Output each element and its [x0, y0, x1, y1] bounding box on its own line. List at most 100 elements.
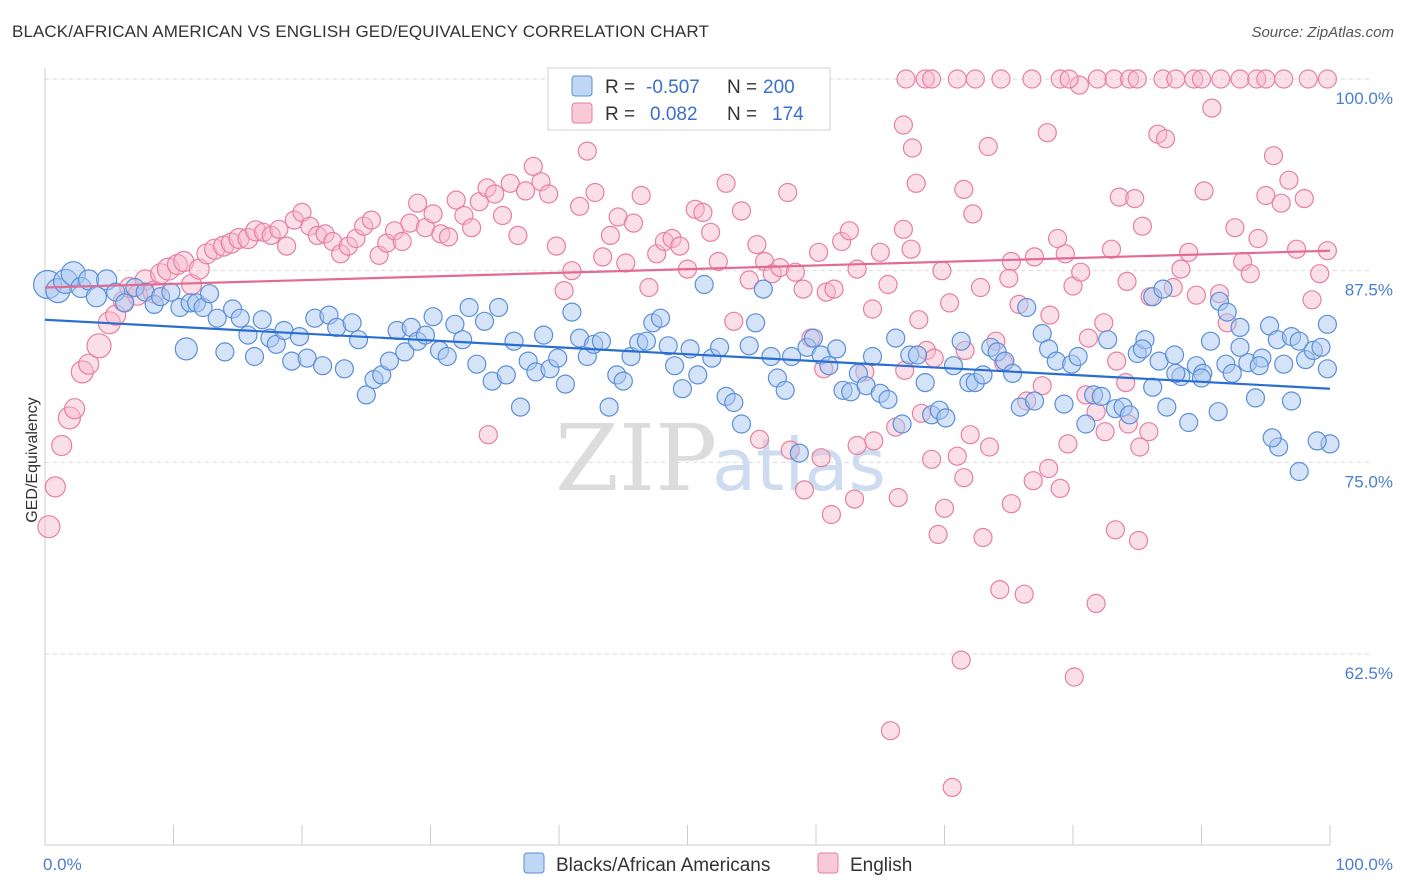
x-tick-label-0: 0.0% [43, 855, 82, 874]
pink-point [947, 446, 967, 466]
pink-point [824, 279, 844, 299]
pink-point [1298, 69, 1318, 89]
pink-point [864, 431, 884, 451]
blue-point [348, 330, 369, 350]
series-swatch-english [817, 852, 839, 874]
blue-point [459, 297, 479, 318]
pink-point [1032, 376, 1052, 396]
series-swatch-blacks [523, 852, 545, 874]
pink-point [670, 236, 690, 256]
blue-point [724, 392, 744, 413]
pink-point [821, 504, 842, 525]
pink-point [965, 69, 985, 89]
pink-point [839, 221, 860, 241]
blue-point [1166, 363, 1186, 383]
pink-point [173, 250, 195, 273]
blue-point [562, 302, 582, 322]
pink-point [492, 205, 513, 226]
blue-point [496, 365, 516, 385]
pink-point [245, 220, 267, 242]
series-label-english: English [850, 855, 912, 876]
pink-point [893, 115, 914, 135]
pink-point [1317, 69, 1338, 89]
blue-point [1024, 391, 1045, 411]
pink-point [508, 225, 528, 245]
pink-point [1286, 239, 1307, 259]
pink-point [731, 201, 752, 221]
pink-point [478, 425, 498, 445]
grid-lines [45, 78, 1370, 655]
pink-point [939, 293, 960, 313]
blue-point [739, 336, 759, 356]
pink-point [870, 242, 890, 262]
pink-point [1024, 247, 1045, 267]
blue-point [504, 331, 524, 351]
blue-point [943, 356, 964, 376]
pink-point [906, 173, 926, 193]
black-african-american-points [32, 261, 1340, 482]
blue-point [973, 365, 993, 385]
blue-point [650, 308, 671, 328]
blue-point [1289, 331, 1309, 351]
pink-point [999, 268, 1019, 288]
blue-point [1132, 339, 1153, 359]
blue-point [395, 342, 415, 362]
pink-point [431, 224, 451, 244]
pink-point [500, 173, 520, 193]
legend-r-value-1: -0.507 [646, 77, 700, 98]
x-tick-label-100: 100.0% [1335, 855, 1393, 874]
pink-point [724, 311, 744, 331]
pink-point [631, 185, 651, 206]
pink-point [1022, 69, 1042, 89]
blue-point [423, 307, 443, 327]
blue-point [230, 308, 250, 328]
pink-point [794, 480, 815, 500]
pink-point [990, 579, 1010, 600]
pink-point [747, 235, 767, 255]
blue-point [694, 274, 714, 295]
pink-point [954, 179, 974, 199]
blue-point [819, 356, 839, 376]
pink-point [954, 468, 974, 488]
blue-point [1046, 351, 1066, 371]
blue-point [548, 348, 568, 368]
pink-point [1038, 458, 1059, 479]
pink-point [408, 193, 428, 213]
pink-point [762, 264, 782, 284]
legend-n-label-1: N = [727, 77, 757, 98]
x-axis-ticks [44, 825, 1331, 845]
blue-point [1245, 388, 1266, 408]
pink-point [1127, 69, 1147, 89]
blue-point [591, 331, 612, 351]
blue-point [1307, 431, 1327, 451]
pink-point [1128, 530, 1149, 551]
pink-point [785, 262, 806, 282]
blue-point [1311, 337, 1331, 357]
pink-point [1256, 69, 1276, 89]
pink-point [523, 156, 543, 176]
watermark-zip: ZIP [555, 405, 717, 512]
pink-point [1256, 185, 1276, 206]
pink-point [739, 270, 759, 290]
black-african-american-trendline [44, 318, 1331, 390]
pink-point [454, 205, 474, 226]
pink-point [1274, 69, 1294, 89]
pink-point [1116, 373, 1136, 393]
pink-point [438, 227, 459, 247]
blue-point [826, 339, 847, 359]
blue-point [489, 297, 509, 318]
pink-point [1310, 264, 1330, 284]
pink-point [1271, 193, 1291, 213]
pink-point [934, 498, 955, 518]
pink-point [893, 219, 914, 239]
pink-point [1086, 593, 1106, 614]
blue-point [174, 337, 198, 361]
pink-point [793, 279, 813, 299]
blue-point [753, 279, 773, 299]
pink-point [947, 69, 967, 89]
legend-r-label-2: R = [605, 104, 635, 125]
pink-point [1087, 69, 1108, 89]
pink-point [600, 225, 621, 245]
pink-point [639, 277, 659, 298]
